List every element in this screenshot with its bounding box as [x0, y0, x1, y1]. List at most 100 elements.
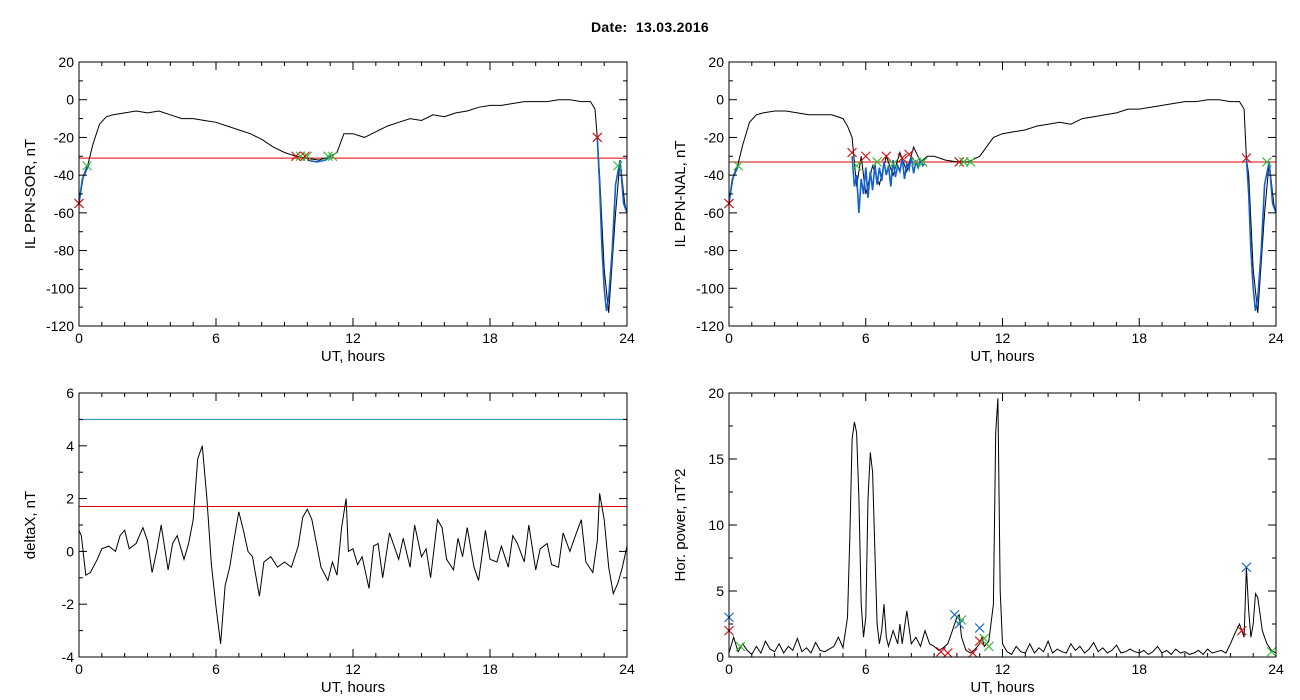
y-tick-label: -60 — [54, 205, 74, 221]
y-tick-label: -4 — [62, 649, 75, 665]
x-marker-6 — [949, 609, 960, 620]
x-tick-label: 6 — [212, 661, 220, 677]
y-tick-label: -80 — [54, 243, 74, 259]
x-tick-label: 18 — [1131, 661, 1147, 677]
x-marker-8 — [888, 158, 898, 169]
series-line-1 — [79, 445, 627, 644]
y-tick-label: 15 — [708, 451, 724, 467]
y-tick-label: -120 — [696, 318, 724, 334]
chart-panel-1: 0 6 12 18 24 -120 -100 -80 -60 -40 -20 0 20 UT, hours… — [22, 54, 635, 365]
x-marker-12 — [979, 633, 990, 644]
y-tick-label: 0 — [66, 543, 74, 559]
series-line-1 — [729, 398, 1276, 656]
x-tick-label: 12 — [345, 330, 361, 346]
x-marker-5 — [942, 648, 953, 658]
x-marker-11 — [974, 636, 985, 647]
x-tick-label: 12 — [995, 661, 1011, 677]
title-date: 13.03.2016 — [635, 19, 709, 35]
x-tick-label: 6 — [862, 330, 870, 346]
y-tick-label: -100 — [46, 280, 74, 296]
x-tick-label: 18 — [482, 330, 498, 346]
series-line-1 — [729, 99, 1276, 313]
x-tick-label: 12 — [995, 330, 1011, 346]
x-marker-2 — [82, 160, 92, 171]
x-marker-15 — [965, 157, 976, 167]
y-axis-label: IL PPN-SOR, nT — [22, 139, 39, 249]
x-tick-label: 24 — [1268, 661, 1284, 677]
x-axis-label: UT, hours — [970, 679, 1034, 696]
x-tick-label: 24 — [619, 661, 635, 677]
y-tick-label: 6 — [66, 385, 74, 401]
title-prefix: Date: — [591, 19, 628, 35]
x-tick-label: 18 — [482, 661, 498, 677]
series-line-3 — [596, 137, 627, 312]
x-tick-label: 0 — [75, 330, 83, 346]
x-axis-label: UT, hours — [321, 348, 385, 365]
series-line-4 — [1245, 158, 1276, 312]
y-axis-label: Hor. power, nT^2 — [672, 469, 689, 582]
y-tick-label: 20 — [708, 54, 724, 70]
x-tick-label: 0 — [75, 661, 83, 677]
y-tick-label: -20 — [704, 129, 724, 145]
y-tick-label: 0 — [716, 92, 724, 108]
series-line-1 — [79, 99, 627, 313]
x-marker-9 — [897, 153, 908, 164]
x-marker-3 — [735, 641, 746, 652]
x-marker-2 — [733, 160, 744, 171]
y-tick-label: 20 — [708, 385, 724, 401]
x-marker-10 — [612, 160, 623, 171]
y-axis-label: IL PPN-NAL, nT — [672, 141, 689, 248]
y-tick-label: 5 — [716, 583, 724, 599]
y-axis-label: deltaX, nT — [22, 491, 39, 559]
x-marker-14 — [958, 157, 969, 167]
x-marker-8 — [956, 615, 967, 625]
y-tick-label: -100 — [696, 280, 724, 296]
x-marker-14 — [1236, 625, 1247, 636]
x-marker-7 — [322, 151, 333, 162]
x-marker-9 — [967, 648, 978, 658]
y-tick-label: 10 — [708, 517, 724, 533]
x-marker-15 — [1241, 562, 1252, 573]
y-tick-label: -2 — [62, 596, 75, 612]
x-marker-17 — [1261, 157, 1272, 167]
x-tick-label: 6 — [212, 330, 220, 346]
y-tick-label: -20 — [54, 129, 74, 145]
y-tick-label: 0 — [716, 649, 724, 665]
x-marker-11 — [911, 157, 921, 167]
x-marker-3 — [847, 147, 857, 158]
y-tick-label: 20 — [58, 54, 74, 70]
y-tick-label: -80 — [704, 243, 724, 259]
x-tick-label: 0 — [725, 330, 733, 346]
x-marker-5 — [860, 151, 871, 162]
x-marker-4 — [295, 151, 306, 162]
x-marker-13 — [954, 157, 965, 167]
series-line-2 — [79, 163, 91, 204]
y-tick-label: 0 — [66, 92, 74, 108]
y-tick-label: 4 — [66, 438, 74, 454]
x-marker-6 — [872, 157, 883, 167]
x-tick-label: 24 — [619, 330, 635, 346]
plot-frame — [728, 392, 1277, 658]
x-marker-12 — [917, 157, 928, 167]
x-marker-5 — [300, 151, 310, 162]
x-marker-3 — [291, 151, 301, 162]
x-tick-label: 6 — [862, 661, 870, 677]
x-tick-label: 0 — [725, 661, 733, 677]
x-tick-label: 24 — [1268, 330, 1284, 346]
x-tick-label: 12 — [345, 661, 361, 677]
y-tick-label: -40 — [54, 167, 74, 183]
x-tick-label: 18 — [1131, 330, 1147, 346]
x-marker-6 — [302, 151, 313, 162]
y-tick-label: -40 — [704, 167, 724, 183]
y-tick-label: -60 — [704, 205, 724, 221]
figure-title: Date: 13.03.2016 — [0, 19, 1300, 35]
x-marker-16 — [1266, 646, 1277, 657]
x-marker-4 — [851, 160, 862, 171]
y-tick-label: -120 — [46, 318, 74, 334]
x-axis-label: UT, hours — [321, 679, 385, 696]
chart-panel-4: 0 6 12 18 24 0 5 10 15 20 UT, hours Hor. power, nT^… — [672, 385, 1284, 696]
chart-panel-2: 0 6 12 18 24 -120 -100 -80 -60 -40 -20 0 20 UT, hours… — [672, 54, 1284, 365]
x-marker-13 — [983, 641, 994, 652]
